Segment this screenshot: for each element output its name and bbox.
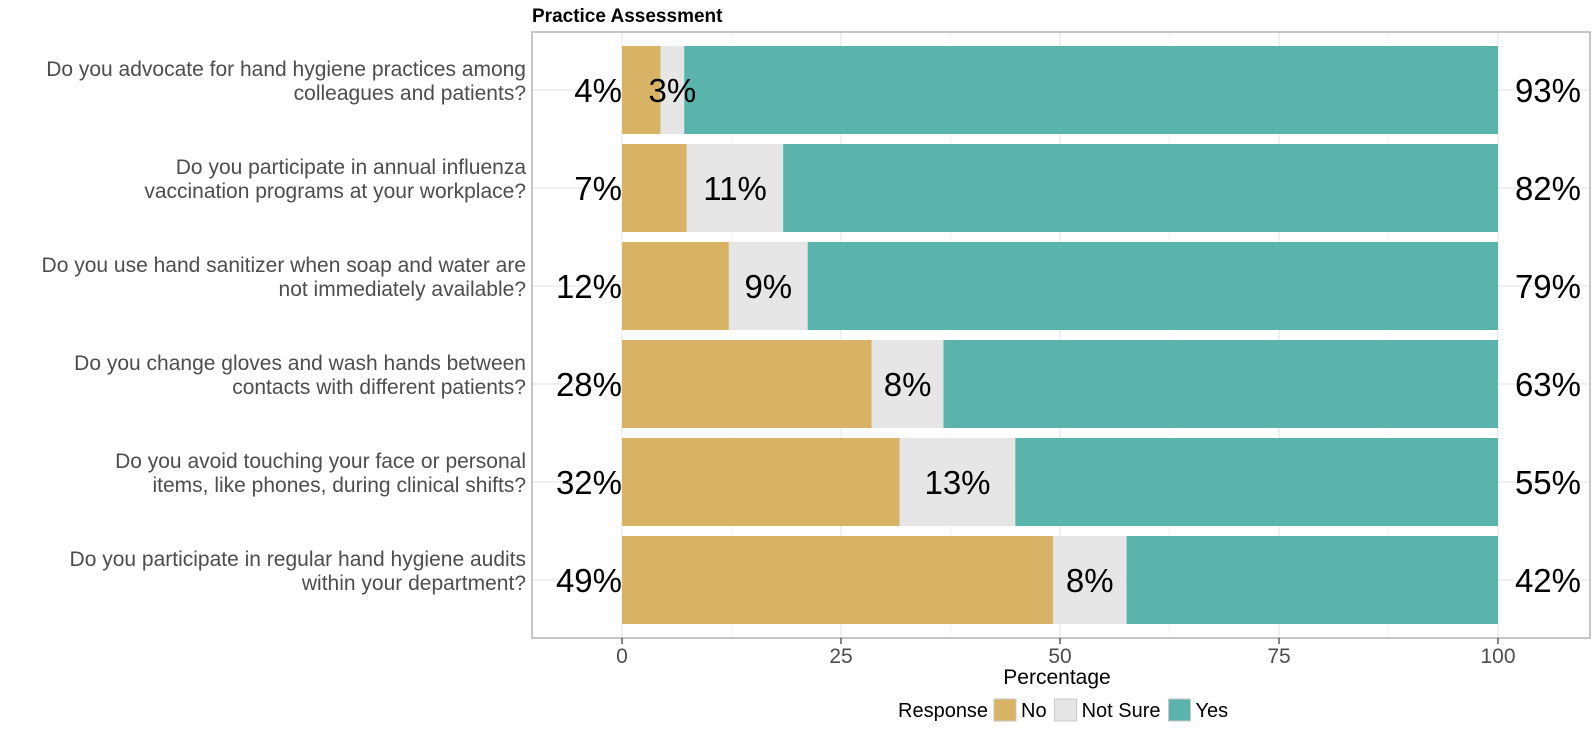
bar-no xyxy=(622,144,687,232)
plot-border xyxy=(531,31,1591,639)
question-label: Do you change gloves and wash hands betw… xyxy=(74,352,526,375)
legend: Response No Not Sure Yes xyxy=(898,698,1229,722)
bar-not-sure xyxy=(871,340,944,428)
data-labels: 4% 3% 93% 7% 11% 82% 12% 9% 79% 28% 8% 63% 32% 13% 55%… xyxy=(556,72,1581,599)
data-label: 55% xyxy=(1515,464,1581,501)
question-labels: Do you advocate for hand hygiene practic… xyxy=(42,58,527,595)
question-label: vaccination programs at your workplace? xyxy=(144,180,526,203)
bar-yes xyxy=(1015,438,1498,526)
data-label: 82% xyxy=(1515,170,1581,207)
data-label: 63% xyxy=(1515,366,1581,403)
bar-not-sure xyxy=(728,242,808,330)
data-label: 79% xyxy=(1515,268,1581,305)
legend-label: No xyxy=(1021,700,1047,722)
question-label: Do you advocate for hand hygiene practic… xyxy=(46,58,526,81)
legend-label: Not Sure xyxy=(1082,700,1161,722)
bar-not-sure xyxy=(660,46,685,134)
data-label: 11% xyxy=(703,170,767,207)
legend-swatch-yes xyxy=(1168,698,1192,722)
data-label: 28% xyxy=(556,366,622,403)
question-label: Do you participate in regular hand hygie… xyxy=(70,548,526,571)
question-label: contacts with different patients? xyxy=(232,376,526,399)
bar-not-sure xyxy=(899,438,1016,526)
data-label: 13% xyxy=(924,464,990,501)
chart-title: Practice Assessment xyxy=(532,6,723,27)
bars xyxy=(622,46,1498,624)
bar-no xyxy=(622,46,661,134)
data-label: 8% xyxy=(884,366,932,403)
bar-yes xyxy=(943,340,1498,428)
data-label: 12% xyxy=(556,268,622,305)
bar-yes xyxy=(1126,536,1498,624)
legend-title: Response xyxy=(898,700,988,722)
bar-yes xyxy=(807,242,1498,330)
data-label: 9% xyxy=(744,268,792,305)
question-label: Do you avoid touching your face or perso… xyxy=(115,450,526,473)
x-axis-ticks: 0 25 50 75 100 xyxy=(616,638,1516,668)
bar-not-sure xyxy=(1052,536,1127,624)
bar-no xyxy=(622,536,1053,624)
question-label: items, like phones, during clinical shif… xyxy=(152,474,526,497)
legend-swatch-not-sure xyxy=(1054,698,1078,722)
bar-no xyxy=(622,438,900,526)
bar-yes xyxy=(684,46,1498,134)
question-label: Do you use hand sanitizer when soap and … xyxy=(42,254,526,277)
data-label: 8% xyxy=(1066,562,1114,599)
question-label: Do you participate in annual influenza xyxy=(176,156,527,179)
x-axis-title: Percentage xyxy=(1003,666,1110,689)
x-tick-label: 100 xyxy=(1480,645,1515,668)
question-label: not immediately available? xyxy=(279,278,526,301)
x-tick-label: 50 xyxy=(1048,645,1071,668)
bar-no xyxy=(622,340,872,428)
data-label: 93% xyxy=(1515,72,1581,109)
data-label: 42% xyxy=(1515,562,1581,599)
bar-not-sure xyxy=(686,144,784,232)
bar-yes xyxy=(783,144,1498,232)
legend-swatch-no xyxy=(993,698,1017,722)
legend-label: Yes xyxy=(1196,700,1229,722)
bar-no xyxy=(622,242,729,330)
data-label: 4% xyxy=(574,72,622,109)
data-label: 32% xyxy=(556,464,622,501)
question-label: colleagues and patients? xyxy=(294,82,526,105)
x-tick-label: 0 xyxy=(616,645,628,668)
x-tick-label: 75 xyxy=(1267,645,1290,668)
question-label: within your department? xyxy=(301,572,526,595)
data-label: 7% xyxy=(574,170,622,207)
x-tick-label: 25 xyxy=(829,645,852,668)
data-label: 3% xyxy=(649,72,697,109)
data-label: 49% xyxy=(556,562,622,599)
